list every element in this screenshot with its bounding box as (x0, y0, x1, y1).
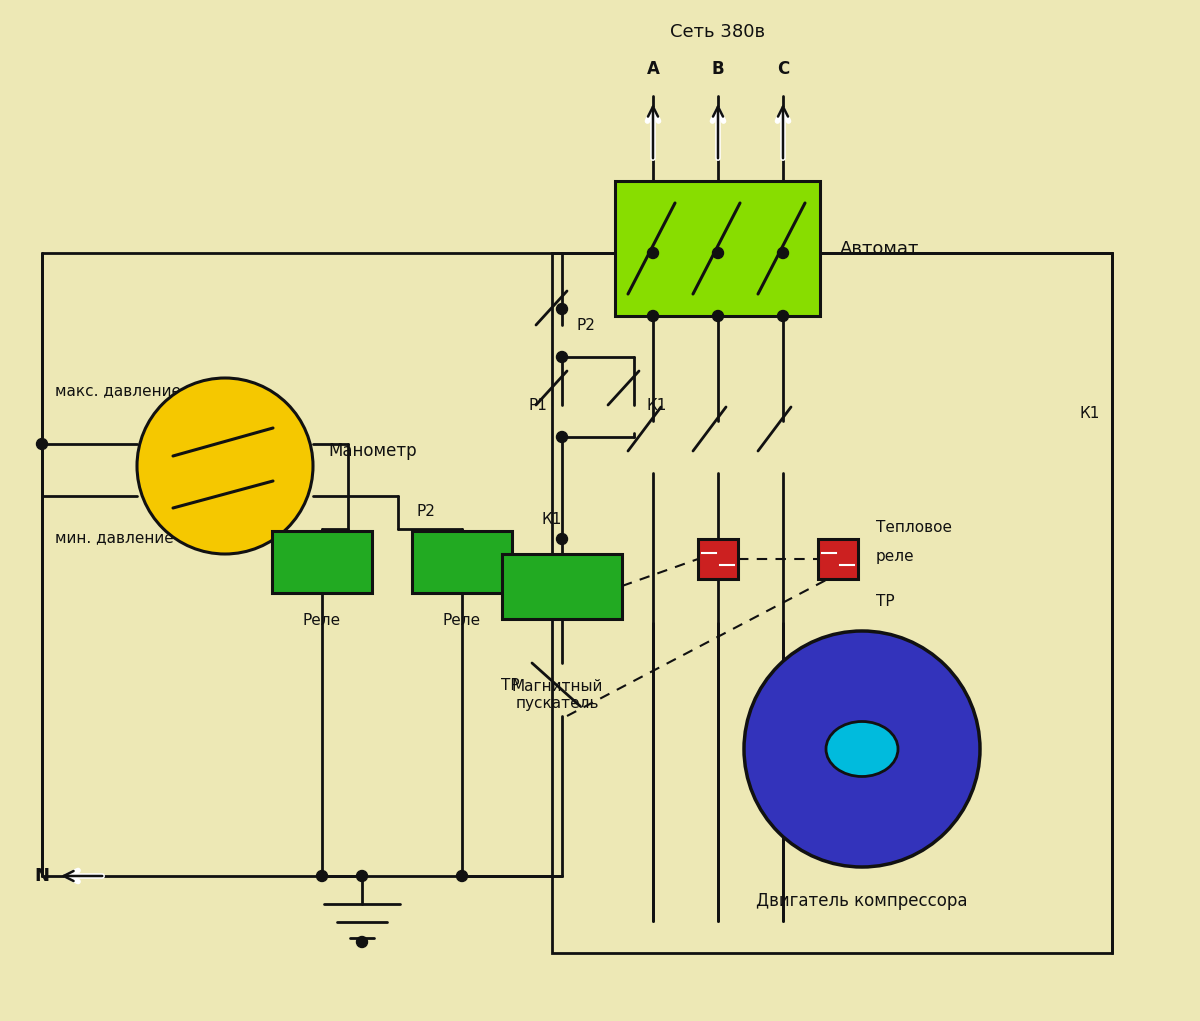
Text: Р1: Р1 (528, 397, 547, 412)
Bar (552, 253, 1112, 953)
Bar (502, 553, 622, 619)
Text: Тепловое: Тепловое (876, 520, 952, 535)
Text: Р2: Р2 (577, 318, 596, 333)
Text: Двигатель компрессора: Двигатель компрессора (756, 892, 967, 910)
Bar (272, 531, 372, 593)
Circle shape (648, 247, 659, 258)
Circle shape (36, 438, 48, 449)
Bar (412, 531, 512, 593)
Text: Реле: Реле (443, 613, 481, 628)
Text: макс. давление: макс. давление (55, 384, 181, 398)
Text: К1: К1 (1080, 406, 1100, 421)
Circle shape (317, 871, 328, 881)
Circle shape (778, 247, 788, 258)
Bar (818, 539, 858, 579)
Circle shape (137, 378, 313, 554)
Text: Сеть 380в: Сеть 380в (671, 23, 766, 41)
Text: N: N (35, 867, 49, 885)
Text: А: А (647, 60, 660, 78)
Circle shape (778, 310, 788, 322)
Circle shape (557, 303, 568, 314)
Circle shape (557, 432, 568, 442)
Bar (698, 539, 738, 579)
Text: Реле: Реле (302, 613, 341, 628)
Text: ТР: ТР (502, 679, 520, 693)
Text: С: С (776, 60, 790, 78)
Circle shape (648, 310, 659, 322)
Circle shape (356, 871, 367, 881)
Text: В: В (712, 60, 725, 78)
Circle shape (713, 310, 724, 322)
Circle shape (744, 631, 980, 867)
Circle shape (456, 871, 468, 881)
Text: Магнитный
пускатель: Магнитный пускатель (511, 679, 602, 711)
Text: К1: К1 (542, 512, 562, 527)
Text: Р1: Р1 (277, 504, 296, 519)
Text: Автомат: Автомат (840, 240, 919, 257)
Text: реле: реле (876, 549, 914, 565)
Text: Р2: Р2 (418, 504, 436, 519)
Text: Манометр: Манометр (328, 442, 416, 460)
Circle shape (557, 534, 568, 544)
Text: К1: К1 (646, 397, 666, 412)
Text: ТР: ТР (876, 593, 895, 609)
Ellipse shape (826, 722, 898, 777)
Text: мин. давление: мин. давление (55, 531, 174, 545)
Circle shape (356, 936, 367, 947)
Circle shape (713, 247, 724, 258)
Bar (616, 181, 820, 317)
Circle shape (557, 351, 568, 362)
